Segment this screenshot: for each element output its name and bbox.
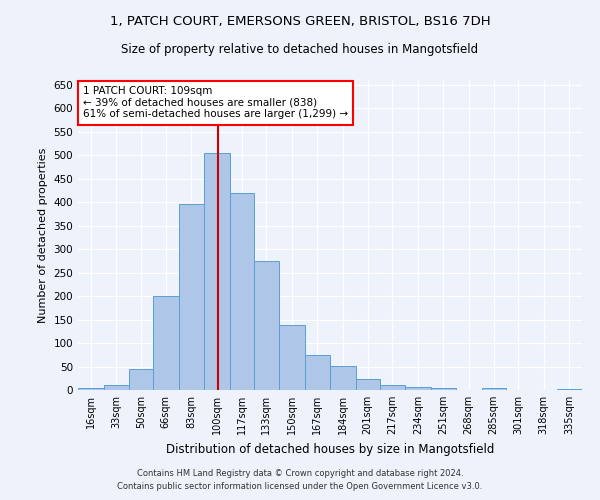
Text: Contains public sector information licensed under the Open Government Licence v3: Contains public sector information licen… bbox=[118, 482, 482, 491]
Bar bbox=[153, 296, 179, 390]
Bar bbox=[482, 388, 505, 390]
Bar bbox=[355, 379, 380, 390]
Bar bbox=[557, 388, 582, 390]
X-axis label: Distribution of detached houses by size in Mangotsfield: Distribution of detached houses by size … bbox=[166, 442, 494, 456]
Bar bbox=[129, 369, 153, 390]
Text: 1 PATCH COURT: 109sqm
← 39% of detached houses are smaller (838)
61% of semi-det: 1 PATCH COURT: 109sqm ← 39% of detached … bbox=[83, 86, 348, 120]
Bar bbox=[305, 355, 330, 390]
Bar bbox=[179, 204, 204, 390]
Bar bbox=[254, 261, 279, 390]
Bar bbox=[431, 388, 456, 390]
Text: 1, PATCH COURT, EMERSONS GREEN, BRISTOL, BS16 7DH: 1, PATCH COURT, EMERSONS GREEN, BRISTOL,… bbox=[110, 15, 490, 28]
Y-axis label: Number of detached properties: Number of detached properties bbox=[38, 148, 48, 322]
Bar bbox=[78, 388, 104, 390]
Text: Contains HM Land Registry data © Crown copyright and database right 2024.: Contains HM Land Registry data © Crown c… bbox=[137, 468, 463, 477]
Bar bbox=[229, 192, 254, 390]
Bar bbox=[104, 386, 129, 390]
Bar bbox=[279, 325, 305, 390]
Bar bbox=[380, 386, 405, 390]
Bar bbox=[330, 366, 355, 390]
Text: Size of property relative to detached houses in Mangotsfield: Size of property relative to detached ho… bbox=[121, 42, 479, 56]
Bar bbox=[405, 386, 431, 390]
Bar bbox=[204, 153, 229, 390]
